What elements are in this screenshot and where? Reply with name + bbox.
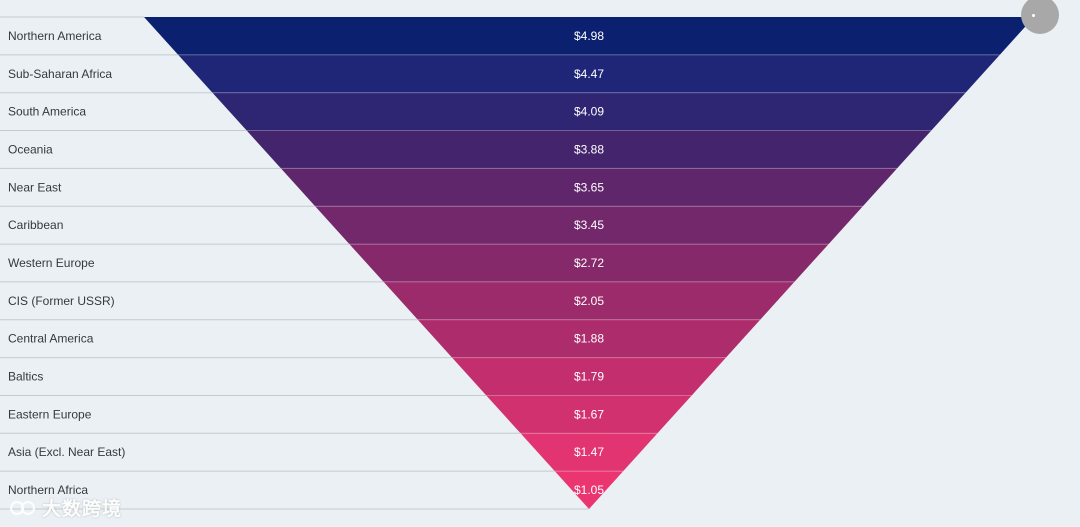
funnel-band[interactable] <box>554 471 624 509</box>
logo-icon <box>10 500 36 515</box>
category-label: Near East <box>8 180 62 194</box>
funnel-band[interactable] <box>178 54 1000 93</box>
value-label: $4.47 <box>574 67 604 81</box>
funnel-band[interactable] <box>383 281 795 320</box>
value-label: $4.98 <box>574 29 604 43</box>
category-label: Caribbean <box>8 218 63 232</box>
value-label: $1.47 <box>574 445 604 459</box>
category-label: Oceania <box>8 142 53 156</box>
value-label: $3.65 <box>574 180 604 194</box>
funnel-band[interactable] <box>520 433 658 472</box>
menu-handle-icon <box>1032 14 1035 17</box>
category-label: Asia (Excl. Near East) <box>8 445 125 459</box>
category-label: Northern Africa <box>8 483 88 497</box>
funnel-band[interactable] <box>315 206 863 245</box>
value-label: $3.45 <box>574 218 604 232</box>
category-label: Eastern Europe <box>8 407 92 421</box>
category-label: Sub-Saharan Africa <box>8 67 112 81</box>
value-label: $3.88 <box>574 142 604 156</box>
category-label: Northern America <box>8 29 102 43</box>
funnel-band[interactable] <box>144 17 1034 55</box>
value-labels: $4.98 $4.47 $4.09 $3.88 $3.65 $3.45 $2.72 $2.05… <box>574 29 604 497</box>
funnel-band[interactable] <box>349 244 829 282</box>
category-label: South America <box>8 105 86 119</box>
funnel-bands <box>144 17 1034 509</box>
category-label: Baltics <box>8 370 43 384</box>
value-label: $1.05 <box>574 483 604 497</box>
watermark: 大数跨境 <box>10 494 122 521</box>
row-separators <box>0 16 589 510</box>
value-label: $2.72 <box>574 256 604 270</box>
funnel-band[interactable] <box>452 357 726 396</box>
funnel-band[interactable] <box>246 130 932 169</box>
funnel-band[interactable] <box>486 395 692 434</box>
row-labels: Northern America Sub-Saharan Africa South … <box>8 29 125 497</box>
value-label: $1.88 <box>574 332 604 346</box>
category-label: CIS (Former USSR) <box>8 294 115 308</box>
category-label: Western Europe <box>8 256 95 270</box>
category-label: Central America <box>8 332 94 346</box>
funnel-band[interactable] <box>212 92 966 131</box>
chart-menu-handle[interactable] <box>1021 0 1059 34</box>
value-label: $2.05 <box>574 294 604 308</box>
value-label: $4.09 <box>574 105 604 119</box>
watermark-text: 大数跨境 <box>42 499 123 520</box>
funnel-band[interactable] <box>417 319 761 358</box>
funnel-band[interactable] <box>280 168 898 207</box>
value-label: $1.67 <box>574 407 604 421</box>
value-label: $1.79 <box>574 370 604 384</box>
